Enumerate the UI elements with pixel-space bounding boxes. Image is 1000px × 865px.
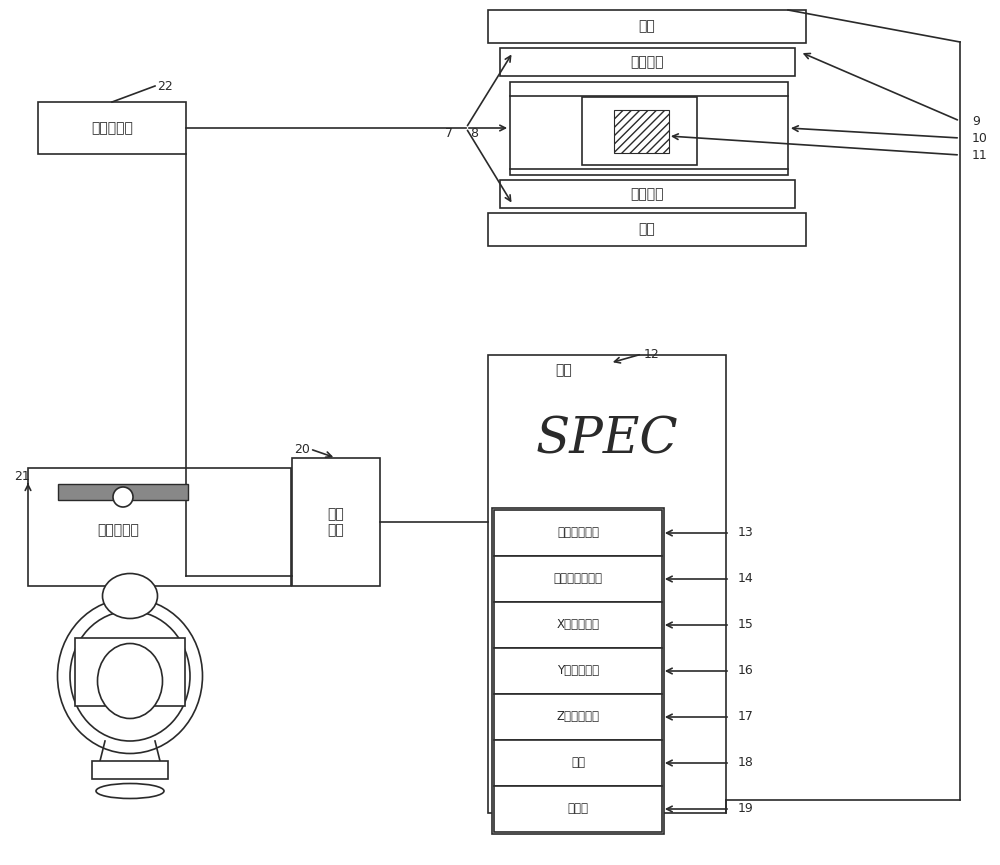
Text: 射频功率放大器: 射频功率放大器	[554, 573, 602, 586]
Text: 电源: 电源	[571, 757, 585, 770]
Ellipse shape	[70, 611, 190, 741]
Text: 18: 18	[738, 757, 754, 770]
Text: 9: 9	[972, 114, 980, 127]
Text: 21: 21	[14, 470, 30, 483]
Text: 10: 10	[972, 131, 988, 144]
Text: SPEC: SPEC	[536, 415, 678, 465]
Bar	[492, 508, 664, 834]
Bar	[38, 102, 186, 154]
Bar	[494, 694, 662, 740]
Text: 19: 19	[738, 803, 754, 816]
Text: 7: 7	[445, 126, 453, 139]
Text: Y梯度放大器: Y梯度放大器	[557, 664, 599, 677]
Bar	[488, 10, 806, 43]
Text: 核磁共振谱仪: 核磁共振谱仪	[557, 527, 599, 540]
Text: 显示与操作: 显示与操作	[97, 523, 139, 537]
Bar	[494, 740, 662, 786]
Bar	[494, 786, 662, 832]
Circle shape	[113, 487, 133, 507]
Bar	[494, 510, 662, 556]
Text: 8: 8	[470, 126, 478, 139]
Bar	[582, 97, 697, 165]
Text: 机箱: 机箱	[556, 363, 572, 377]
Bar	[494, 556, 662, 602]
Text: 20: 20	[294, 443, 310, 456]
Bar	[494, 602, 662, 648]
Bar	[92, 761, 168, 779]
Ellipse shape	[98, 644, 163, 719]
Text: 12: 12	[644, 348, 660, 361]
Text: 水冷机: 水冷机	[568, 803, 588, 816]
Bar	[500, 48, 795, 76]
Bar	[614, 110, 669, 153]
Bar	[488, 355, 726, 813]
Text: X梯度放大器: X梯度放大器	[556, 618, 600, 631]
Text: 15: 15	[738, 618, 754, 631]
Bar	[58, 484, 188, 500]
Bar	[510, 82, 788, 175]
Ellipse shape	[96, 784, 164, 798]
Bar	[488, 213, 806, 246]
Text: 前置放大器: 前置放大器	[91, 121, 133, 135]
Bar	[75, 638, 185, 706]
Ellipse shape	[103, 573, 158, 618]
Bar	[500, 180, 795, 208]
Text: 磁体: 磁体	[639, 222, 655, 236]
Bar	[494, 648, 662, 694]
Text: 13: 13	[738, 527, 754, 540]
Text: 磁体: 磁体	[639, 19, 655, 33]
Text: 22: 22	[157, 80, 173, 93]
Text: 梯度线圈: 梯度线圈	[630, 187, 664, 201]
Text: 梯度线圈: 梯度线圈	[630, 55, 664, 69]
Text: 11: 11	[972, 149, 988, 162]
Text: 16: 16	[738, 664, 754, 677]
Text: 14: 14	[738, 573, 754, 586]
Bar	[28, 468, 291, 586]
Bar	[292, 458, 380, 586]
Ellipse shape	[58, 599, 203, 753]
Text: 数据
处理: 数据 处理	[328, 507, 344, 537]
Text: 17: 17	[738, 710, 754, 723]
Text: Z梯度放大器: Z梯度放大器	[556, 710, 600, 723]
